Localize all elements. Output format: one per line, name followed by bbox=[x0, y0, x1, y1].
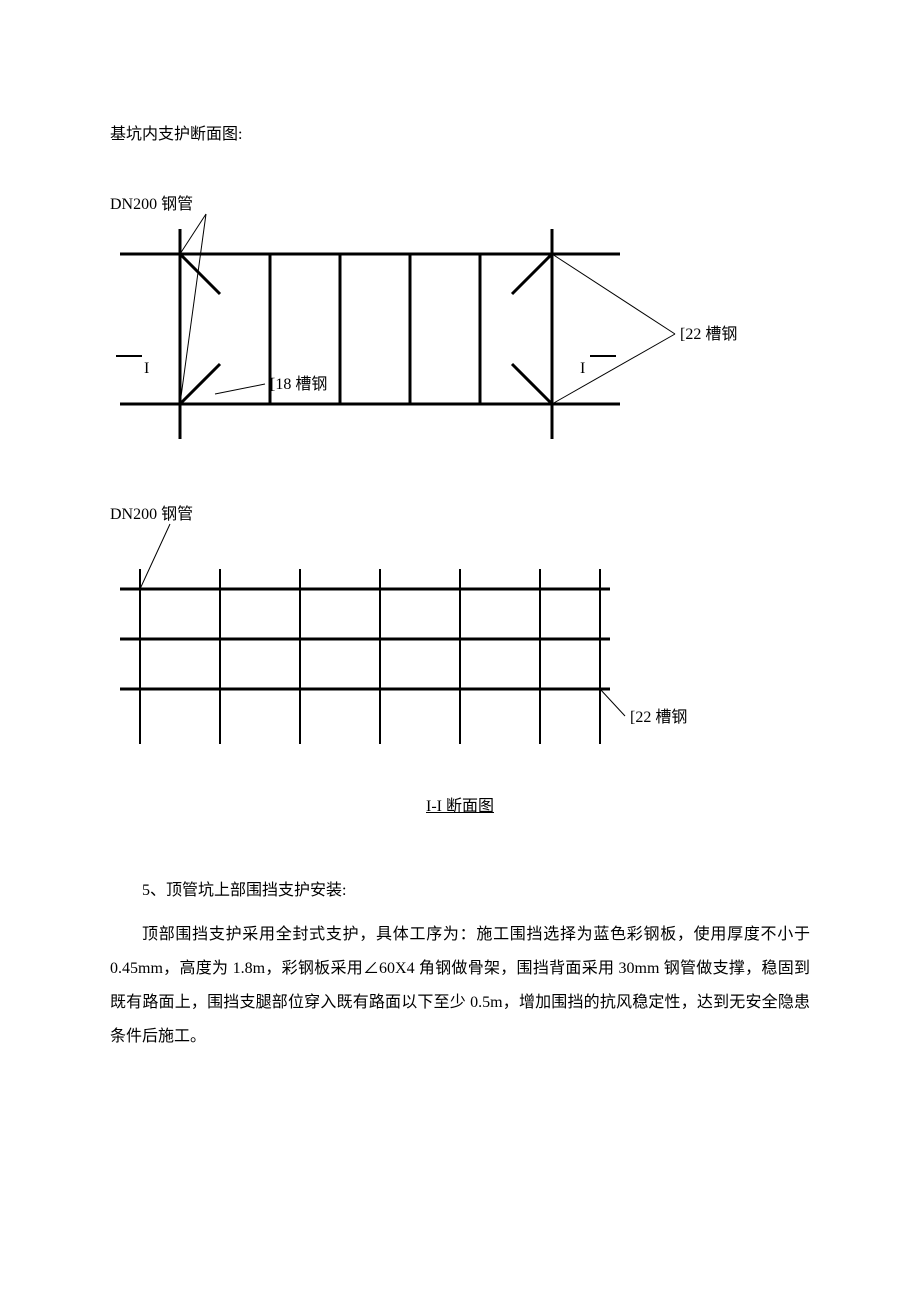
svg-text:I: I bbox=[580, 360, 585, 377]
diagram-section: DN200 钢管 [22 槽钢 bbox=[110, 484, 810, 784]
svg-text:DN200 钢管: DN200 钢管 bbox=[110, 195, 193, 213]
section-caption: I-I 断面图 bbox=[110, 792, 810, 816]
section-5-heading: 5、顶管坑上部围挡支护安装: bbox=[110, 876, 810, 900]
svg-text:[22 槽钢: [22 槽钢 bbox=[680, 325, 737, 343]
diagram-plan: I I DN200 钢管 [18 槽钢 [22 槽钢 bbox=[110, 174, 810, 474]
svg-text:[18 槽钢: [18 槽钢 bbox=[270, 375, 327, 393]
svg-text:DN200 钢管: DN200 钢管 bbox=[110, 505, 193, 523]
svg-text:[22 槽钢: [22 槽钢 bbox=[630, 708, 687, 726]
svg-text:I: I bbox=[144, 360, 149, 377]
page-title: 基坑内支护断面图: bbox=[110, 120, 810, 144]
section-5-body: 顶部围挡支护采用全封式支护，具体工序为：施工围挡选择为蓝色彩钢板，使用厚度不小于… bbox=[110, 918, 810, 1054]
